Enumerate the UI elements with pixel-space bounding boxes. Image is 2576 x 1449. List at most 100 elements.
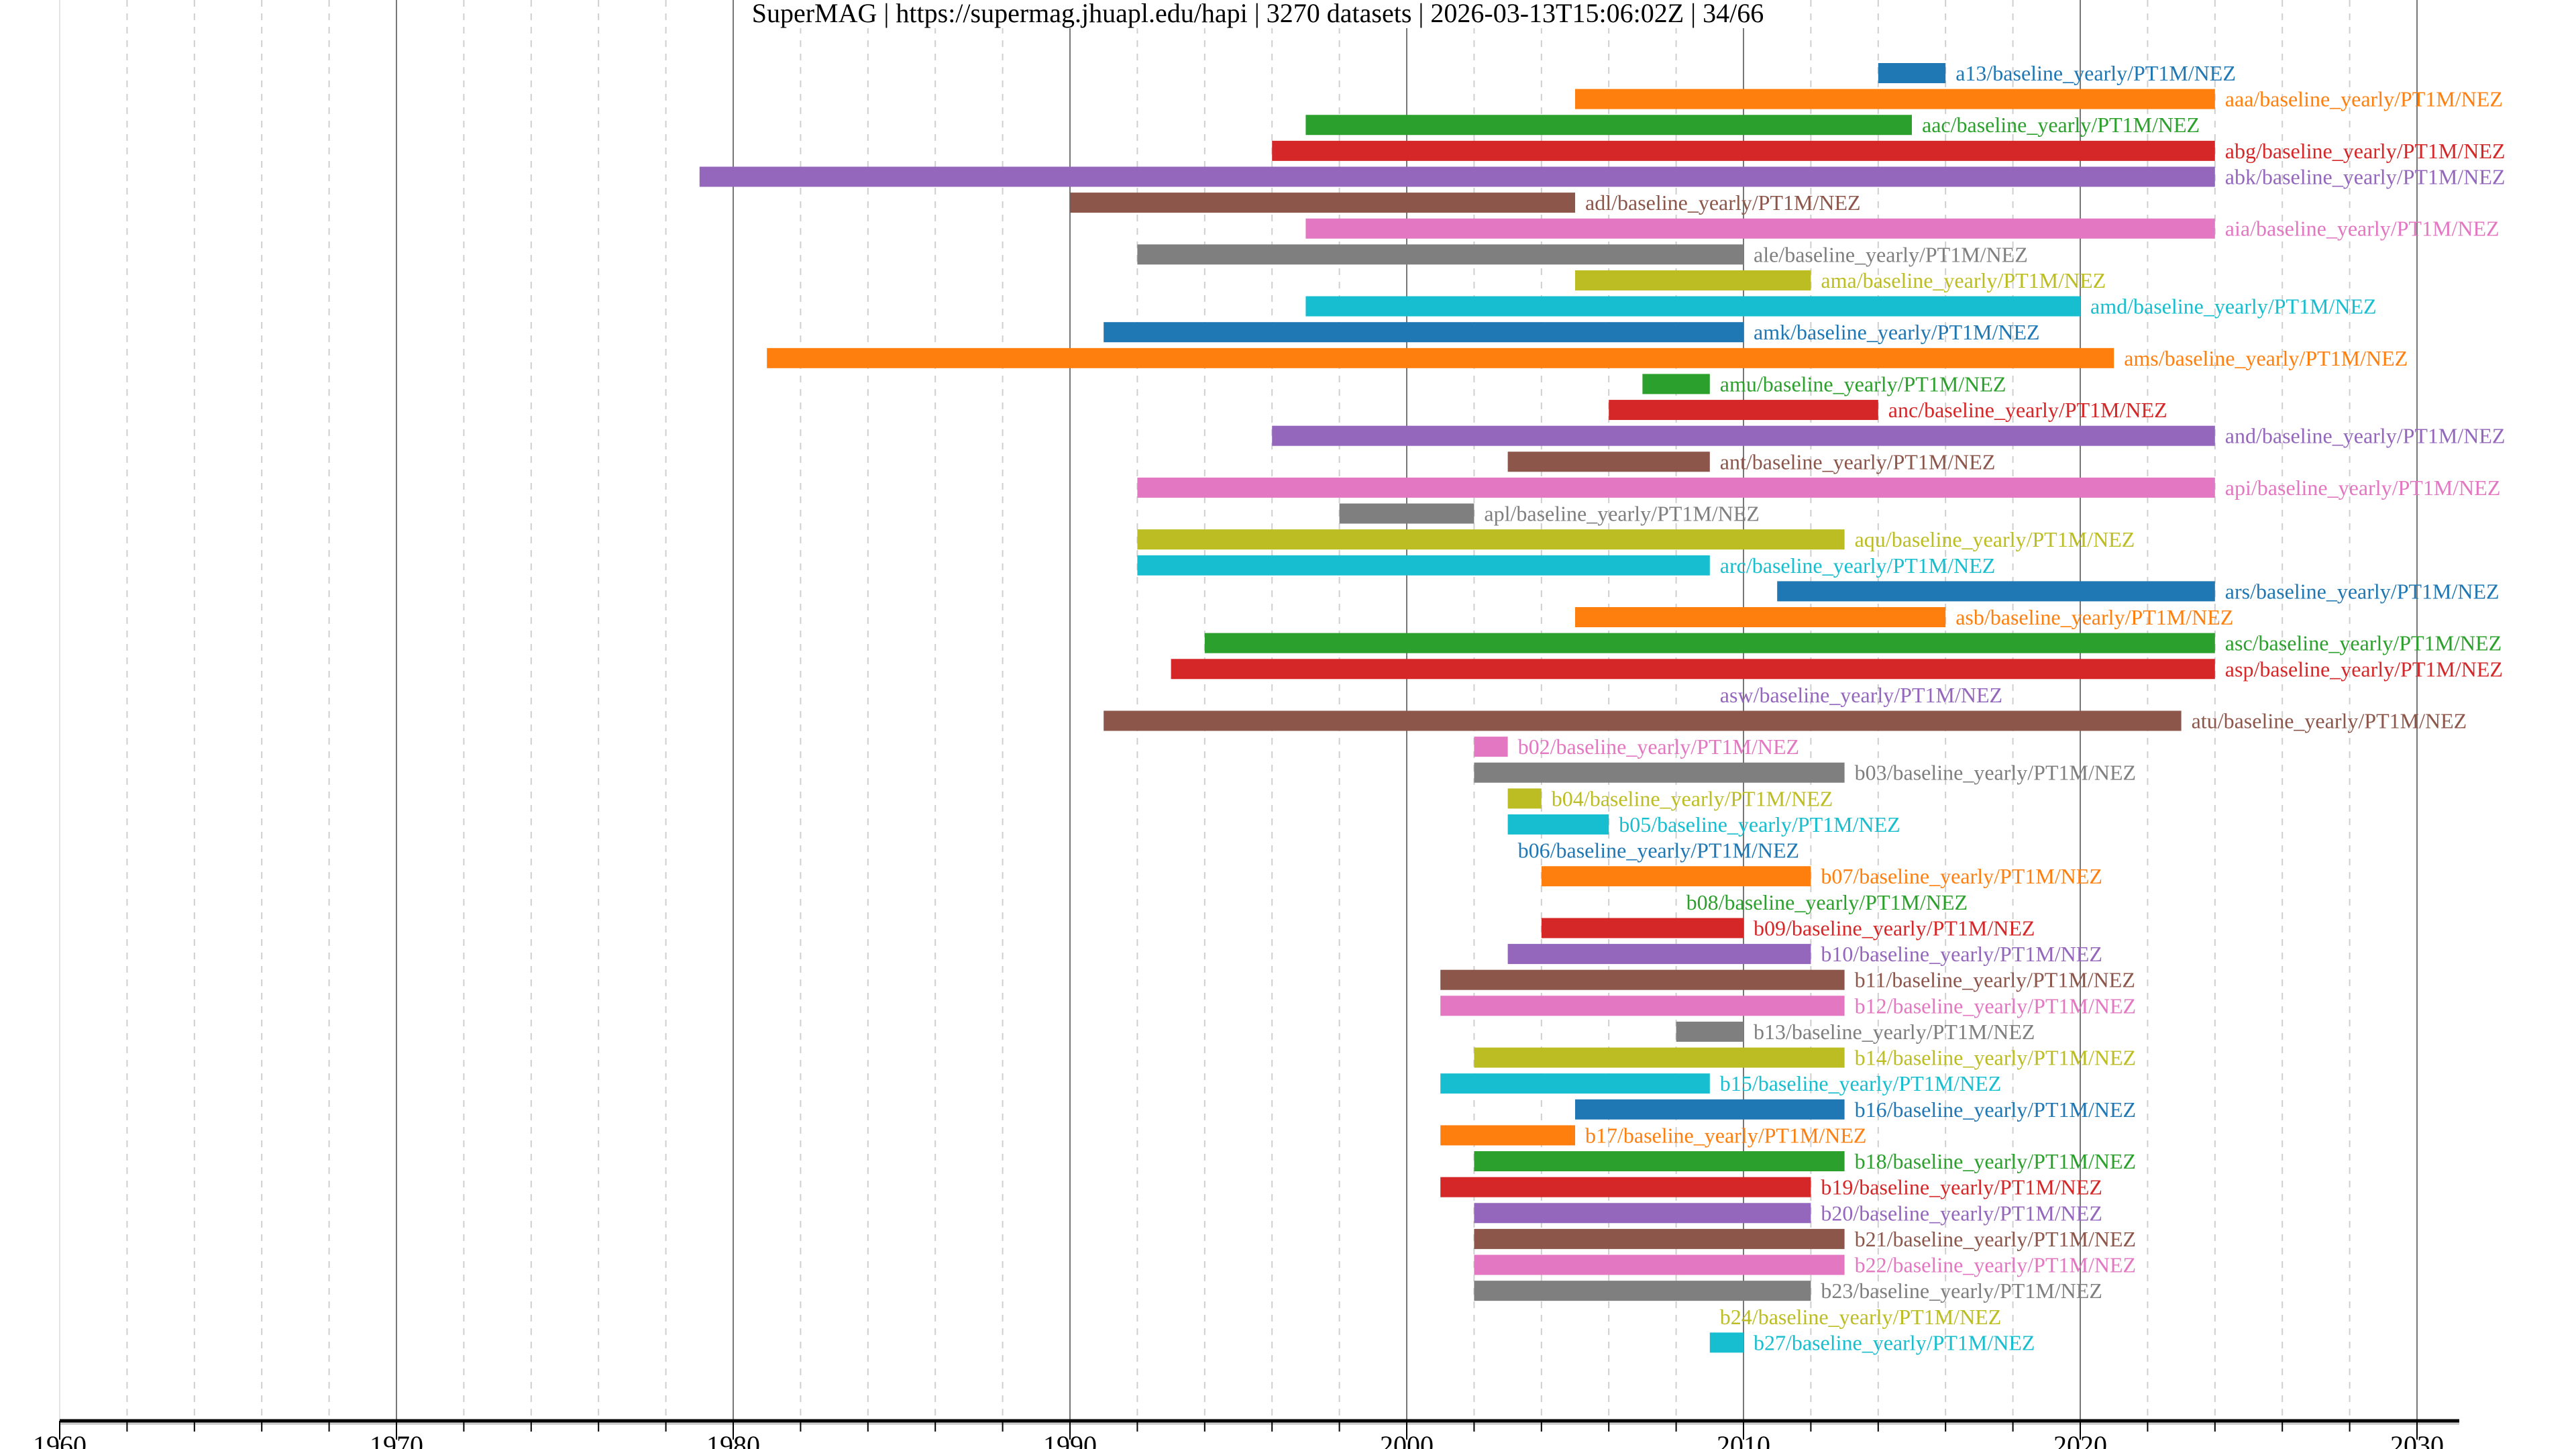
bar-label: b03/baseline_yearly/PT1M/NEZ [1855, 761, 2136, 785]
bar-ant [1507, 451, 1710, 472]
bar-api [1137, 477, 2215, 498]
bar-adl [1070, 193, 1575, 213]
bar-b13 [1676, 1021, 1743, 1042]
bar-b27 [1709, 1332, 1743, 1353]
bar-aqu [1137, 529, 1845, 550]
bar-b21 [1474, 1228, 1845, 1249]
bar-b11 [1440, 969, 1845, 990]
bar-label: apl/baseline_yearly/PT1M/NEZ [1484, 502, 1760, 526]
chart-title: SuperMAG | https://supermag.jhuapl.edu/h… [747, 0, 1768, 28]
bar-label: ams/baseline_yearly/PT1M/NEZ [2124, 346, 2408, 370]
bar-label: a13/baseline_yearly/PT1M/NEZ [1955, 61, 2236, 85]
bar-asc [1204, 633, 2215, 653]
x-tick-label: 1970 [370, 1430, 423, 1449]
bar-atu [1104, 710, 2182, 731]
bar-label: anc/baseline_yearly/PT1M/NEZ [1888, 398, 2167, 422]
bar-asb [1575, 607, 1946, 628]
x-tick-label: 1960 [33, 1430, 87, 1449]
x-tick-label: 2000 [1380, 1430, 1434, 1449]
bar-label: b14/baseline_yearly/PT1M/NEZ [1855, 1046, 2136, 1070]
bar-label: ars/baseline_yearly/PT1M/NEZ [2225, 579, 2500, 603]
bar-label: b12/baseline_yearly/PT1M/NEZ [1855, 994, 2136, 1018]
bar-label: aqu/baseline_yearly/PT1M/NEZ [1855, 527, 2135, 551]
bar-ama [1575, 270, 1811, 290]
bar-label: b13/baseline_yearly/PT1M/NEZ [1754, 1020, 2035, 1044]
chart-title-wrap: SuperMAG | https://supermag.jhuapl.edu/h… [0, 0, 2516, 29]
bar-label: ama/baseline_yearly/PT1M/NEZ [1821, 268, 2106, 292]
bar-and [1272, 425, 2215, 446]
bar-ams [767, 347, 2114, 368]
bar-label: b20/baseline_yearly/PT1M/NEZ [1821, 1201, 2102, 1225]
bar-label: amk/baseline_yearly/PT1M/NEZ [1754, 320, 2040, 344]
bar-label: b11/baseline_yearly/PT1M/NEZ [1855, 968, 2135, 992]
bar-b10 [1507, 944, 1811, 965]
bar-label: asp/baseline_yearly/PT1M/NEZ [2225, 657, 2503, 681]
x-tick-label: 2020 [2053, 1430, 2107, 1449]
bar-label: b18/baseline_yearly/PT1M/NEZ [1855, 1149, 2136, 1173]
bar-label: asb/baseline_yearly/PT1M/NEZ [1955, 605, 2233, 629]
bar-ale [1137, 244, 1743, 265]
bar-b19 [1440, 1177, 1811, 1197]
bar-b18 [1474, 1151, 1845, 1172]
bar-label: b05/baseline_yearly/PT1M/NEZ [1619, 812, 1900, 837]
bar-label: b17/baseline_yearly/PT1M/NEZ [1585, 1123, 1866, 1147]
bar-aia [1305, 218, 2215, 239]
bar-apl [1339, 503, 1474, 524]
bar-b09 [1541, 918, 1743, 938]
bar-label: amd/baseline_yearly/PT1M/NEZ [2090, 294, 2377, 319]
bar-label: b09/baseline_yearly/PT1M/NEZ [1754, 916, 2035, 940]
bar-label: aac/baseline_yearly/PT1M/NEZ [1922, 113, 2200, 137]
bar-label: ale/baseline_yearly/PT1M/NEZ [1754, 242, 2028, 266]
bar-aaa [1575, 89, 2215, 109]
bar-label: asc/baseline_yearly/PT1M/NEZ [2225, 631, 2502, 655]
bar-label: b10/baseline_yearly/PT1M/NEZ [1821, 942, 2102, 966]
bar-label: b06/baseline_yearly/PT1M/NEZ [1518, 839, 1799, 863]
bar-label: b24/baseline_yearly/PT1M/NEZ [1720, 1305, 2001, 1329]
bar-b17 [1440, 1125, 1575, 1146]
bar-b16 [1575, 1099, 1845, 1120]
bar-arc [1137, 555, 1710, 576]
bar-b22 [1474, 1254, 1845, 1275]
bar-b04 [1507, 788, 1542, 809]
bar-label: b16/baseline_yearly/PT1M/NEZ [1855, 1097, 2136, 1122]
bar-label: amu/baseline_yearly/PT1M/NEZ [1720, 372, 2006, 396]
bar-abg [1272, 140, 2215, 161]
bar-asp [1171, 659, 2215, 680]
bar-a13 [1878, 63, 1946, 83]
bar-b20 [1474, 1203, 1811, 1224]
x-tick-label: 2030 [2390, 1430, 2444, 1449]
bar-b02 [1474, 737, 1508, 757]
bar-label: aaa/baseline_yearly/PT1M/NEZ [2225, 87, 2503, 111]
bar-label: b15/baseline_yearly/PT1M/NEZ [1720, 1071, 2001, 1095]
bar-b14 [1474, 1047, 1845, 1068]
bar-label: b27/baseline_yearly/PT1M/NEZ [1754, 1330, 2035, 1354]
bar-amu [1642, 374, 1710, 394]
bar-label: b22/baseline_yearly/PT1M/NEZ [1855, 1253, 2136, 1277]
bar-b03 [1474, 762, 1845, 783]
bar-label: abg/baseline_yearly/PT1M/NEZ [2225, 139, 2506, 163]
bar-amk [1104, 322, 1743, 343]
bar-ars [1777, 581, 2215, 602]
bar-label: atu/baseline_yearly/PT1M/NEZ [2192, 709, 2467, 733]
bar-label: aia/baseline_yearly/PT1M/NEZ [2225, 217, 2500, 241]
bar-label: b19/baseline_yearly/PT1M/NEZ [1821, 1175, 2102, 1199]
bar-b05 [1507, 814, 1609, 835]
bar-label: asw/baseline_yearly/PT1M/NEZ [1720, 683, 2002, 707]
bar-aac [1305, 115, 1912, 136]
bar-label: abk/baseline_yearly/PT1M/NEZ [2225, 164, 2506, 189]
x-tick-label: 1980 [706, 1430, 760, 1449]
bar-label: ant/baseline_yearly/PT1M/NEZ [1720, 449, 1996, 474]
bar-anc [1609, 400, 1878, 421]
bar-label: b04/baseline_yearly/PT1M/NEZ [1552, 786, 1833, 810]
x-tick-label: 2010 [1717, 1430, 1770, 1449]
bar-b12 [1440, 996, 1845, 1016]
bar-label: b07/baseline_yearly/PT1M/NEZ [1821, 864, 2102, 888]
bar-label: and/baseline_yearly/PT1M/NEZ [2225, 424, 2506, 448]
bar-label: b02/baseline_yearly/PT1M/NEZ [1518, 735, 1799, 759]
bar-b23 [1474, 1281, 1811, 1301]
x-tick-label: 1990 [1043, 1430, 1097, 1449]
bar-label: adl/baseline_yearly/PT1M/NEZ [1585, 191, 1861, 215]
bar-label: api/baseline_yearly/PT1M/NEZ [2225, 476, 2501, 500]
bar-label: b23/baseline_yearly/PT1M/NEZ [1821, 1279, 2102, 1303]
